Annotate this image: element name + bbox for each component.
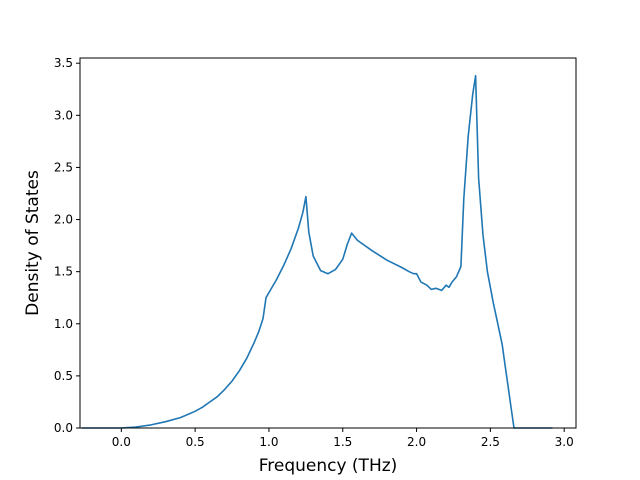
plot-frame [79,57,577,429]
x-axis-title: Frequency (THz) [259,456,398,476]
y-tick-label: 1.0 [54,317,73,331]
x-axis-ticks: 0.0 0.5 1.0 1.5 2.0 2.5 3.0 [112,428,574,449]
y-tick-label: 0.5 [54,369,73,383]
plot-area [80,58,576,428]
dos-series-line [81,74,553,429]
y-tick-label: 2.5 [54,160,73,174]
y-axis-ticks: 0.0 0.5 1.0 1.5 2.0 2.5 3.0 3.5 [54,56,80,435]
x-tick-label: 1.5 [333,435,352,449]
x-tick-label: 0.0 [112,435,131,449]
x-tick-label: 2.0 [407,435,426,449]
x-tick-label: 0.5 [186,435,205,449]
x-tick-label: 1.0 [259,435,278,449]
x-tick-label: 3.0 [555,435,574,449]
y-tick-label: 3.0 [54,108,73,122]
y-tick-label: 0.0 [54,421,73,435]
y-tick-label: 1.5 [54,265,73,279]
y-tick-label: 2.0 [54,213,73,227]
y-tick-label: 3.5 [54,56,73,70]
y-axis-title: Density of States [23,170,43,316]
x-tick-label: 2.5 [481,435,500,449]
series-layer [81,74,553,429]
